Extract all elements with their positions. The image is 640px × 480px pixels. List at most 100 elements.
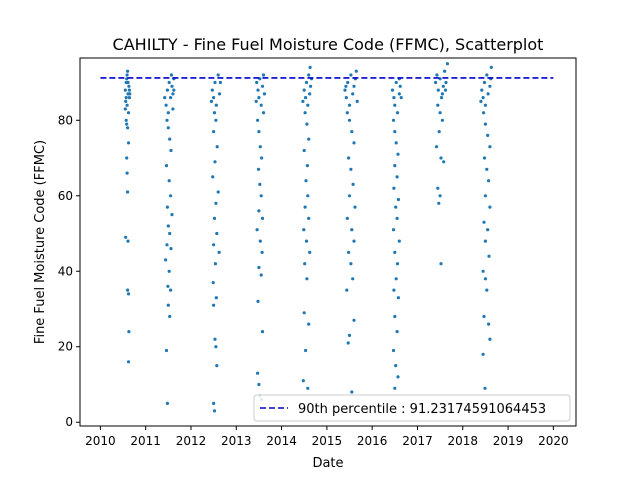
data-point	[302, 88, 306, 92]
data-point	[259, 194, 263, 198]
data-point	[349, 262, 353, 266]
data-point	[170, 213, 174, 217]
data-point	[215, 231, 219, 236]
data-point	[125, 103, 129, 107]
y-tick-label: 20	[58, 340, 73, 354]
data-point	[211, 175, 215, 179]
data-point	[212, 216, 217, 220]
data-point	[126, 190, 130, 194]
data-point	[213, 337, 217, 341]
data-point	[163, 96, 167, 100]
data-point	[351, 182, 355, 186]
data-point	[127, 96, 131, 100]
data-point	[123, 88, 127, 92]
data-point	[307, 137, 311, 141]
data-point	[124, 80, 128, 85]
x-tick-label: 2010	[85, 434, 116, 448]
data-point	[171, 107, 175, 111]
data-point	[482, 80, 487, 85]
data-point	[210, 88, 214, 92]
data-point	[303, 205, 307, 209]
data-point	[259, 273, 263, 277]
data-point	[169, 247, 173, 251]
data-point	[212, 130, 216, 134]
data-point	[437, 130, 441, 134]
data-point	[395, 111, 400, 115]
data-point	[260, 84, 265, 88]
data-point	[485, 167, 489, 171]
data-point	[304, 80, 309, 85]
data-point	[168, 231, 172, 236]
data-point	[124, 99, 128, 103]
data-point	[301, 99, 305, 103]
data-point	[391, 118, 396, 122]
data-point	[443, 88, 448, 92]
data-point	[394, 364, 398, 368]
data-point	[123, 107, 127, 111]
data-point	[257, 209, 261, 213]
data-point	[126, 292, 131, 296]
data-point	[482, 314, 486, 319]
data-point	[436, 88, 440, 92]
data-point	[392, 96, 396, 100]
data-point	[441, 84, 445, 88]
data-point	[352, 141, 356, 145]
data-point	[217, 250, 221, 254]
data-point	[437, 201, 441, 205]
data-point	[212, 96, 216, 100]
data-point	[259, 103, 263, 107]
data-point	[168, 137, 172, 141]
data-point	[256, 299, 260, 303]
data-point	[393, 250, 397, 254]
legend-box	[253, 394, 571, 422]
data-point	[393, 314, 397, 319]
data-point	[164, 348, 169, 353]
legend: 90th percentile : 91.23174591064453	[253, 394, 571, 422]
data-point	[257, 265, 261, 270]
data-point	[350, 228, 354, 232]
y-axis-label: Fine Fuel Moisture Code (FFMC)	[33, 140, 48, 344]
data-point	[218, 80, 222, 85]
data-point	[390, 88, 395, 92]
data-point	[486, 92, 490, 96]
data-point	[215, 145, 219, 149]
data-point	[254, 99, 258, 103]
data-point	[481, 352, 485, 356]
data-point	[304, 239, 309, 243]
data-point	[393, 103, 397, 107]
data-point	[256, 88, 260, 92]
data-point	[487, 254, 491, 258]
data-point	[351, 92, 355, 96]
data-point	[166, 303, 170, 307]
data-point	[442, 160, 446, 164]
data-point	[255, 228, 259, 232]
data-point	[214, 118, 218, 122]
data-point	[346, 341, 350, 345]
data-point	[308, 92, 312, 96]
data-point	[128, 92, 132, 96]
data-point	[127, 88, 131, 92]
data-point	[347, 250, 351, 254]
data-point	[256, 118, 260, 122]
data-point	[170, 84, 174, 88]
x-tick-label: 2013	[221, 434, 252, 448]
data-point	[261, 111, 266, 115]
data-point	[165, 118, 169, 122]
data-point	[305, 164, 309, 168]
data-point	[255, 80, 259, 85]
data-point	[167, 269, 171, 273]
data-point	[217, 92, 222, 96]
data-point	[213, 80, 217, 85]
data-point	[125, 73, 129, 77]
data-point	[214, 103, 218, 107]
data-point	[396, 152, 400, 156]
data-point	[444, 80, 448, 85]
data-point	[127, 330, 131, 334]
data-point	[434, 80, 438, 85]
x-tick-label: 2020	[538, 434, 569, 448]
data-point	[344, 84, 348, 88]
data-point	[302, 148, 306, 153]
data-point	[345, 111, 349, 115]
data-point	[212, 409, 217, 413]
data-point	[214, 201, 218, 205]
